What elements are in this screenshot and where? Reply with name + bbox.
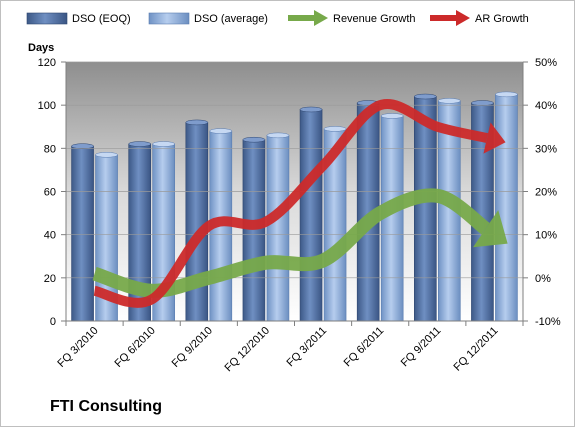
bar-cap — [414, 93, 437, 100]
bar — [299, 109, 323, 322]
bar-cap — [152, 141, 175, 147]
bar-cap — [438, 98, 461, 104]
bar-cap — [128, 141, 151, 147]
x-tick-label: FQ 12/2011 — [452, 325, 501, 374]
bar-cap — [299, 106, 323, 113]
bar — [242, 139, 266, 322]
bar — [185, 122, 209, 322]
series-line — [93, 99, 489, 308]
x-tick-label: FQ 6/2011 — [342, 325, 387, 370]
x-tick-label: FQ 12/2010 — [222, 325, 272, 375]
legend-label: DSO (average) — [194, 13, 268, 25]
left-tick-label: 100 — [38, 100, 56, 112]
legend-swatch — [148, 12, 190, 25]
bar-cap — [266, 132, 290, 139]
bar-cap — [323, 126, 347, 132]
bar-cap — [495, 91, 518, 98]
bar-cap — [471, 100, 494, 106]
left-tick-label: 20 — [44, 273, 56, 285]
legend-swatch — [26, 12, 68, 25]
right-tick-label: 30% — [535, 143, 557, 155]
right-tick-label: 10% — [535, 230, 557, 242]
series-arrowhead — [473, 210, 508, 248]
bar — [266, 135, 290, 322]
x-tick-label: FQ 9/2010 — [170, 325, 215, 370]
left-tick-label: 0 — [50, 316, 56, 328]
left-tick-label: 120 — [38, 57, 56, 69]
legend-label: DSO (EOQ) — [72, 13, 131, 25]
bar — [71, 145, 94, 322]
bar-cap — [95, 152, 118, 158]
right-tick-label: 50% — [535, 57, 557, 69]
series-arrowhead — [483, 122, 506, 154]
right-tick-label: -10% — [535, 316, 561, 328]
left-axis-title: Days — [28, 42, 54, 54]
right-tick-label: 20% — [535, 187, 557, 199]
x-tick-label: FQ 9/2011 — [399, 325, 444, 370]
left-tick-label: 60 — [44, 187, 56, 199]
legend-swatch-arrow — [314, 10, 328, 26]
right-tick-label: 40% — [535, 100, 557, 112]
bar-cap — [380, 113, 404, 119]
legend-label: AR Growth — [475, 13, 529, 25]
legend-label: Revenue Growth — [333, 13, 416, 25]
left-tick-label: 80 — [44, 143, 56, 155]
x-tick-label: FQ 6/2010 — [113, 325, 158, 370]
bar-cap — [209, 128, 233, 134]
legend: DSO (EOQ) DSO (average) Revenue Growth AR G… — [26, 10, 529, 26]
x-tick-label: FQ 3/2010 — [55, 325, 100, 370]
legend-swatch-arrow — [456, 10, 470, 26]
bar — [495, 94, 518, 322]
bar-cap — [71, 143, 94, 149]
x-tick-label: FQ 3/2011 — [285, 325, 330, 370]
bar-cap — [242, 136, 266, 143]
right-tick-label: 0% — [535, 273, 551, 285]
bar-cap — [185, 119, 209, 126]
left-tick-label: 40 — [44, 230, 56, 242]
company-name: FTI Consulting — [50, 398, 162, 415]
